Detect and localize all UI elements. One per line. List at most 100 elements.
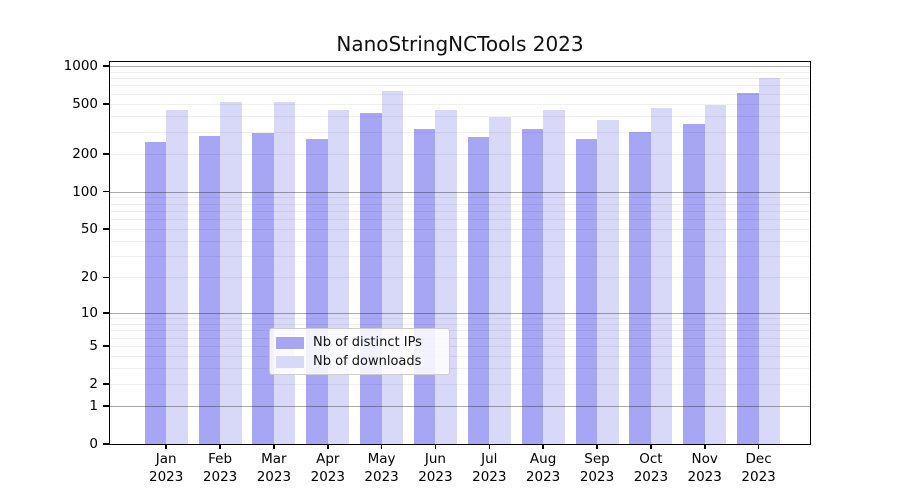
gridline-10 xyxy=(110,312,810,314)
x-tick-mark-feb xyxy=(219,444,221,449)
y-tick-label-50: 50 xyxy=(80,220,98,237)
gridline-70 xyxy=(110,210,810,212)
y-tick-mark-200 xyxy=(103,153,109,155)
gridline-700 xyxy=(110,85,810,87)
gridline-7 xyxy=(110,330,810,332)
bar-downloads-jan xyxy=(166,109,188,444)
y-tick-label-2: 2 xyxy=(89,375,98,392)
bar-distinct-ips-aug xyxy=(521,129,544,444)
bar-downloads-aug xyxy=(543,110,565,444)
gridline-40 xyxy=(110,240,810,242)
x-tick-label-apr: Apr 2023 xyxy=(310,451,345,485)
x-tick-label-jul: Jul 2023 xyxy=(472,451,507,485)
y-tick-mark-2 xyxy=(103,383,109,385)
gridline-4 xyxy=(110,355,810,357)
gridline-8 xyxy=(110,323,810,325)
x-tick-label-feb: Feb 2023 xyxy=(202,451,238,485)
x-tick-mark-oct xyxy=(650,444,652,449)
gridline-5 xyxy=(110,346,810,347)
gridline-50 xyxy=(110,228,810,230)
x-tick-mark-jan xyxy=(165,444,167,449)
y-tick-mark-1000 xyxy=(103,65,109,67)
x-tick-mark-jun xyxy=(434,444,437,449)
x-tick-mark-jul xyxy=(488,444,491,449)
bar-distinct-ips-jun xyxy=(413,129,436,444)
y-tick-label-5: 5 xyxy=(89,338,98,354)
x-tick-label-aug: Aug 2023 xyxy=(525,451,561,485)
x-tick-label-may: May 2023 xyxy=(364,451,399,485)
x-tick-mark-dec xyxy=(757,444,760,449)
gridline-1000 xyxy=(110,65,810,67)
gridline-2 xyxy=(110,383,810,385)
x-tick-mark-may xyxy=(380,444,383,449)
bar-downloads-may xyxy=(381,91,404,444)
gridline-300 xyxy=(110,131,810,133)
x-tick-label-nov: Nov 2023 xyxy=(687,451,722,485)
bar-distinct-ips-oct xyxy=(629,132,651,444)
x-tick-mark-sep xyxy=(596,444,598,449)
legend-swatch-distinct-ips xyxy=(276,336,304,349)
y-tick-label-0: 0 xyxy=(89,436,98,452)
y-tick-mark-5 xyxy=(103,345,109,347)
y-tick-mark-1 xyxy=(103,405,109,407)
bar-downloads-sep xyxy=(597,120,619,444)
y-tick-label-20: 20 xyxy=(80,269,98,286)
gridline-30 xyxy=(110,256,810,258)
x-tick-mark-mar xyxy=(273,444,275,449)
x-tick-label-dec: Dec 2023 xyxy=(741,451,776,485)
bar-distinct-ips-jan xyxy=(144,141,167,444)
gridline-400 xyxy=(110,116,810,117)
bar-distinct-ips-may xyxy=(360,113,382,444)
bar-downloads-nov xyxy=(704,104,727,444)
bar-distinct-ips-dec xyxy=(737,92,759,444)
gridline-800 xyxy=(110,78,810,80)
gridline-60 xyxy=(110,219,810,220)
y-tick-mark-50 xyxy=(103,228,109,230)
gridline-900 xyxy=(110,71,810,73)
y-tick-label-100: 100 xyxy=(72,183,98,200)
legend: Nb of distinct IPs Nb of downloads xyxy=(269,328,450,375)
gridline-200 xyxy=(110,153,810,155)
y-tick-label-500: 500 xyxy=(72,95,98,112)
y-tick-mark-500 xyxy=(103,103,109,105)
gridline-100 xyxy=(110,191,810,193)
x-tick-mark-aug xyxy=(542,444,544,449)
x-tick-label-mar: Mar 2023 xyxy=(256,451,292,485)
legend-item-distinct-ips: Nb of distinct IPs xyxy=(276,335,439,350)
gridline-500 xyxy=(110,103,810,105)
gridline-9 xyxy=(110,318,810,319)
gridline-6 xyxy=(110,337,810,339)
y-tick-label-10: 10 xyxy=(80,304,98,321)
gridline-600 xyxy=(110,93,810,95)
gridline-1 xyxy=(110,406,810,408)
x-tick-mark-nov xyxy=(704,444,706,449)
legend-label-downloads: Nb of downloads xyxy=(313,354,422,369)
bar-distinct-ips-jul xyxy=(467,137,490,444)
gridline-80 xyxy=(110,203,810,205)
y-tick-mark-20 xyxy=(103,276,109,279)
y-tick-mark-10 xyxy=(103,312,109,314)
x-tick-label-sep: Sep 2023 xyxy=(579,451,615,485)
bar-distinct-ips-apr xyxy=(306,138,328,444)
legend-item-downloads: Nb of downloads xyxy=(276,354,439,369)
bar-downloads-jul xyxy=(489,117,511,444)
bar-downloads-dec xyxy=(758,78,781,444)
x-tick-mark-apr xyxy=(327,444,329,449)
plot-area xyxy=(109,61,811,445)
gridline-20 xyxy=(110,277,810,279)
y-tick-mark-100 xyxy=(103,190,109,193)
bar-downloads-feb xyxy=(220,102,242,444)
y-tick-label-1: 1 xyxy=(89,398,98,415)
bar-distinct-ips-feb xyxy=(198,135,221,444)
x-tick-label-oct: Oct 2023 xyxy=(633,451,669,485)
y-tick-mark-0 xyxy=(103,443,109,445)
bar-distinct-ips-nov xyxy=(683,124,705,444)
chart-title: NanoStringNCTools 2023 xyxy=(336,32,584,56)
bar-distinct-ips-mar xyxy=(252,132,274,444)
bar-distinct-ips-sep xyxy=(575,139,597,444)
legend-label-distinct-ips: Nb of distinct IPs xyxy=(313,335,422,350)
x-tick-label-jan: Jan 2023 xyxy=(149,451,184,485)
y-tick-label-200: 200 xyxy=(72,145,98,162)
legend-swatch-downloads xyxy=(276,355,304,368)
